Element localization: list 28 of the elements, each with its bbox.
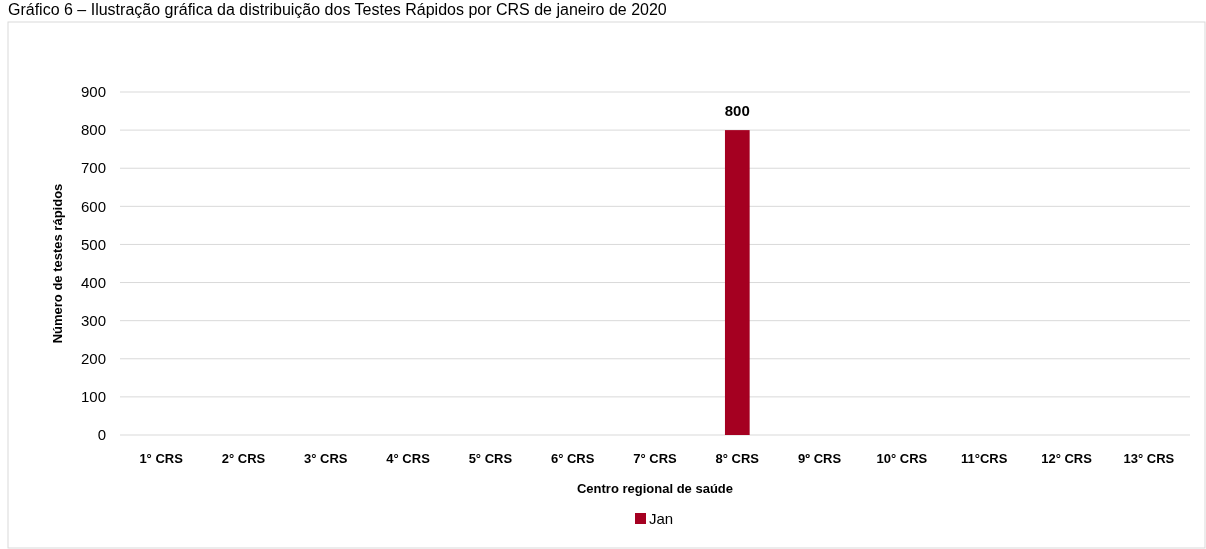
y-tick-label: 500	[80, 235, 106, 253]
x-tick-label: 8° CRS	[715, 451, 760, 466]
y-tick-label: 800	[80, 121, 106, 139]
x-tick-label: 2° CRS	[221, 451, 266, 466]
x-tick-label: 10° CRS	[876, 451, 928, 466]
y-tick-label: 600	[80, 197, 106, 215]
x-tick-label: 6° CRS	[550, 451, 595, 466]
x-tick-label: 4° CRS	[386, 451, 431, 466]
x-tick-label: 13° CRS	[1123, 451, 1175, 466]
x-tick-label: 1° CRS	[139, 451, 184, 466]
y-tick-label: 700	[80, 159, 106, 177]
y-tick-label: 0	[97, 426, 106, 444]
x-tick-label: 11°CRS	[961, 451, 1008, 466]
x-axis-title: Centro regional de saúde	[576, 481, 734, 496]
y-tick-label: 400	[80, 273, 106, 291]
y-tick-label: 200	[80, 350, 106, 368]
data-label: 800	[724, 102, 750, 120]
y-tick-label: 300	[80, 311, 106, 329]
legend-label: Jan	[649, 510, 674, 528]
x-tick-label: 7° CRS	[633, 451, 678, 466]
y-axis-title: Número de testes rápidos	[50, 183, 65, 344]
y-tick-label: 100	[80, 388, 106, 406]
chart-title: Gráfico 6 – Ilustração gráfica da distribuição dos Testes Rápidos por CRS de janeiro de 2020	[8, 1, 667, 18]
x-tick-label: 12° CRS	[1041, 451, 1093, 466]
x-tick-label: 9º CRS	[798, 451, 842, 466]
x-tick-label: 5° CRS	[468, 451, 513, 466]
y-tick-label: 900	[80, 83, 106, 101]
x-tick-label: 3° CRS	[304, 451, 348, 466]
